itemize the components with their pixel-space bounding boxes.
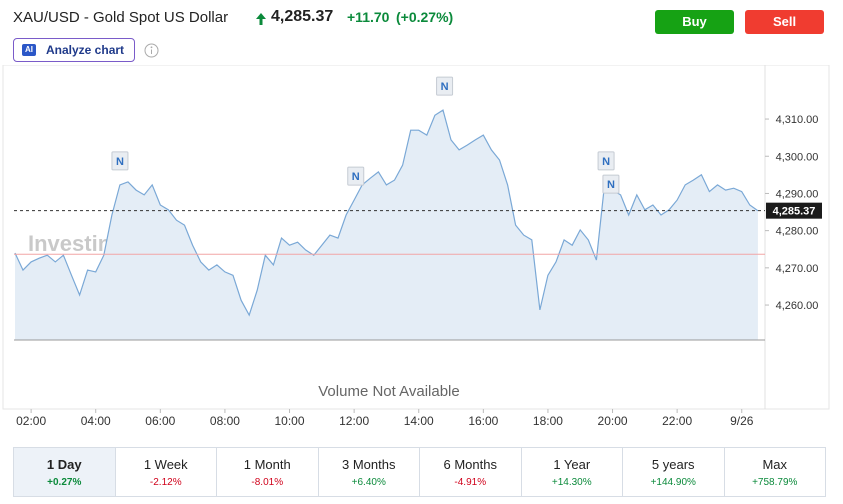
- price-area: [15, 110, 758, 340]
- x-tick-label: 16:00: [468, 414, 498, 428]
- period-tab[interactable]: 1 Day +0.27%: [14, 448, 116, 496]
- up-arrow-icon: [256, 13, 266, 25]
- period-label: Max: [762, 457, 788, 472]
- period-tab[interactable]: 3 Months +6.40%: [319, 448, 420, 496]
- instrument-title: XAU/USD - Gold Spot US Dollar: [13, 9, 229, 26]
- period-tab[interactable]: Max +758.79%: [725, 448, 826, 496]
- news-marker-box: [347, 166, 365, 186]
- period-change: -8.01%: [251, 477, 284, 488]
- y-tick-label: 4,300.00: [776, 151, 819, 163]
- x-tick-label: 04:00: [81, 414, 111, 428]
- buy-button[interactable]: Buy: [655, 10, 734, 34]
- ai-badge: AI: [22, 44, 36, 56]
- x-tick-label: 02:00: [16, 414, 46, 428]
- period-change: +6.40%: [351, 477, 386, 488]
- x-tick-label: 18:00: [533, 414, 563, 428]
- period-change: -4.91%: [454, 477, 487, 488]
- news-marker[interactable]: N: [111, 151, 129, 171]
- x-tick-label: 12:00: [339, 414, 369, 428]
- y-tick-label: 4,260.00: [776, 300, 819, 312]
- price-line: [14, 109, 759, 317]
- volume-note: Volume Not Available: [318, 383, 459, 400]
- period-tabs: 1 Day +0.27% 1 Week -2.12% 1 Month -8.01% 3 Mo…: [13, 447, 826, 497]
- info-icon[interactable]: [144, 43, 159, 58]
- x-tick-label: 22:00: [662, 414, 692, 428]
- news-marker-label: N: [602, 156, 610, 168]
- period-change: +14.30%: [551, 477, 592, 488]
- x-tick-label: 08:00: [210, 414, 240, 428]
- price-change-percent: (+0.27%): [396, 9, 454, 25]
- x-tick-label: 9/26: [730, 414, 754, 428]
- y-tick-label: 4,290.00: [776, 188, 819, 200]
- period-tab[interactable]: 1 Week -2.12%: [116, 448, 217, 496]
- period-label: 5 years: [651, 457, 695, 472]
- y-tick-label: 4,280.00: [776, 226, 819, 238]
- news-marker-label: N: [352, 171, 360, 183]
- period-label: 3 Months: [342, 457, 396, 472]
- news-marker-box: [111, 151, 129, 171]
- news-marker[interactable]: N: [436, 76, 454, 96]
- x-tick-label: 20:00: [598, 414, 628, 428]
- period-label: 1 Day: [46, 457, 82, 472]
- x-tick-label: 06:00: [145, 414, 175, 428]
- period-label: 1 Month: [243, 457, 291, 472]
- price-chart: Investing.com4,285.374,260.004,270.004,2…: [2, 65, 830, 428]
- price-change: +11.70: [347, 9, 390, 25]
- period-change: +0.27%: [47, 477, 82, 488]
- news-marker-label: N: [607, 179, 615, 191]
- period-change: -2.12%: [149, 477, 182, 488]
- sell-button[interactable]: Sell: [745, 10, 824, 34]
- period-tab[interactable]: 5 years +144.90%: [623, 448, 725, 496]
- period-change: +144.90%: [650, 477, 696, 488]
- chart-frame: [2, 65, 830, 410]
- news-marker-box: [602, 174, 620, 194]
- current-price-label: 4,285.37: [773, 206, 816, 218]
- period-label: 1 Year: [553, 457, 591, 472]
- current-price-box: [766, 202, 822, 219]
- x-tick-label: 10:00: [275, 414, 305, 428]
- y-tick-label: 4,270.00: [776, 263, 819, 275]
- period-tab[interactable]: 1 Month -8.01%: [217, 448, 319, 496]
- x-tick-label: 14:00: [404, 414, 434, 428]
- last-price: 4,285.37: [271, 8, 334, 25]
- news-marker[interactable]: N: [597, 151, 615, 171]
- news-marker[interactable]: N: [347, 166, 365, 186]
- news-marker-label: N: [116, 156, 124, 168]
- period-tab[interactable]: 6 Months -4.91%: [420, 448, 522, 496]
- news-marker-box: [597, 151, 615, 171]
- y-tick-label: 4,310.00: [776, 114, 819, 126]
- news-marker-label: N: [441, 81, 449, 93]
- analyze-chart-button[interactable]: AI Analyze chart: [13, 38, 135, 62]
- news-marker[interactable]: N: [602, 174, 620, 194]
- period-label: 6 Months: [443, 457, 497, 472]
- period-change: +758.79%: [752, 477, 798, 488]
- period-tab[interactable]: 1 Year +14.30%: [522, 448, 623, 496]
- period-label: 1 Week: [143, 457, 188, 472]
- news-marker-box: [436, 76, 454, 96]
- analyze-chart-label: Analyze chart: [46, 43, 125, 57]
